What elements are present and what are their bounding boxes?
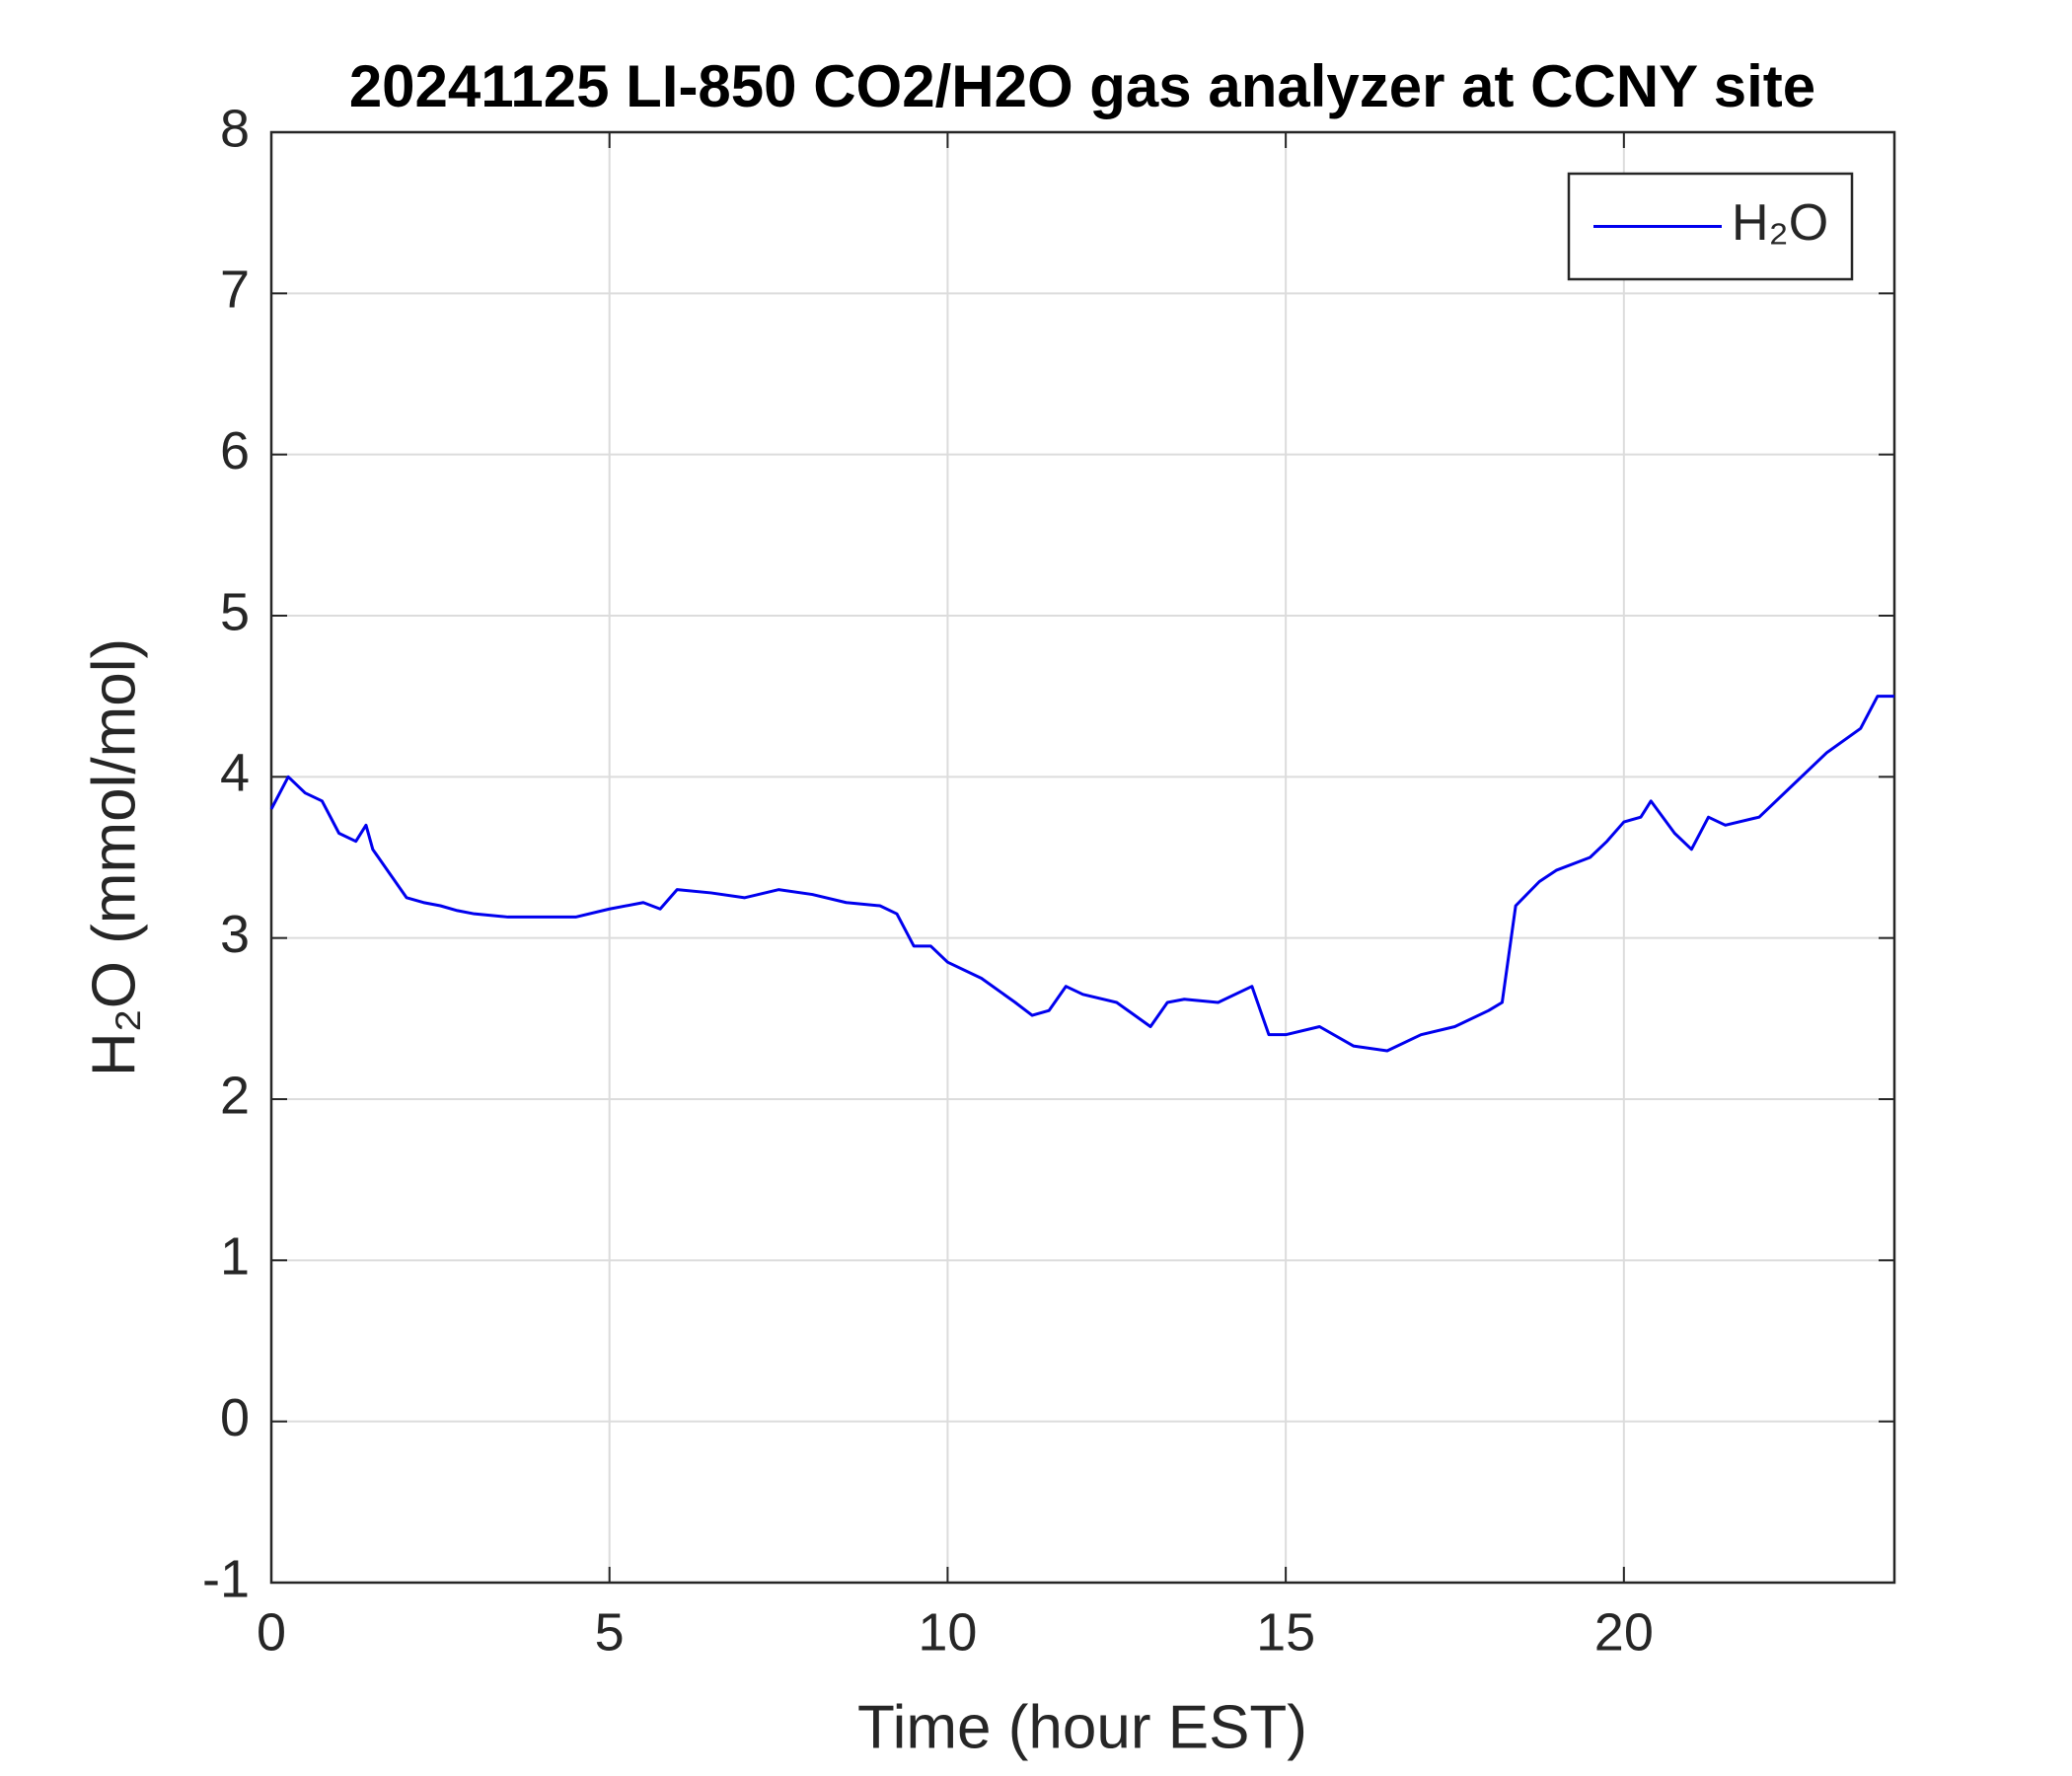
x-tick-label: 5: [595, 1602, 625, 1662]
y-tick-label: 6: [220, 421, 250, 481]
x-tick-label: 10: [918, 1602, 977, 1662]
y-axis-label: H₂O (mmol/mol): [80, 638, 148, 1076]
y-tick-label: 2: [220, 1066, 250, 1125]
y-tick-label: 5: [220, 582, 250, 641]
data-line: [269, 695, 1894, 1053]
y-tick-label: 0: [220, 1388, 250, 1447]
legend-label: H₂O: [1732, 194, 1828, 252]
y-tick-label: 8: [220, 99, 250, 158]
x-tick-label: 15: [1256, 1602, 1315, 1662]
x-tick-label: 0: [257, 1602, 286, 1662]
x-tick-label: 20: [1594, 1602, 1654, 1662]
y-tick-label: 7: [220, 260, 250, 320]
plot-frame: [269, 130, 1896, 1585]
y-tick-label: 3: [220, 905, 250, 964]
chart-title: 20241125 LI-850 CO2/H2O gas analyzer at …: [349, 53, 1815, 119]
y-tick-label: 4: [220, 744, 250, 803]
y-tick-label: 1: [220, 1227, 250, 1287]
y-tick-label: -1: [202, 1549, 250, 1608]
x-axis-label: Time (hour EST): [857, 1693, 1307, 1761]
